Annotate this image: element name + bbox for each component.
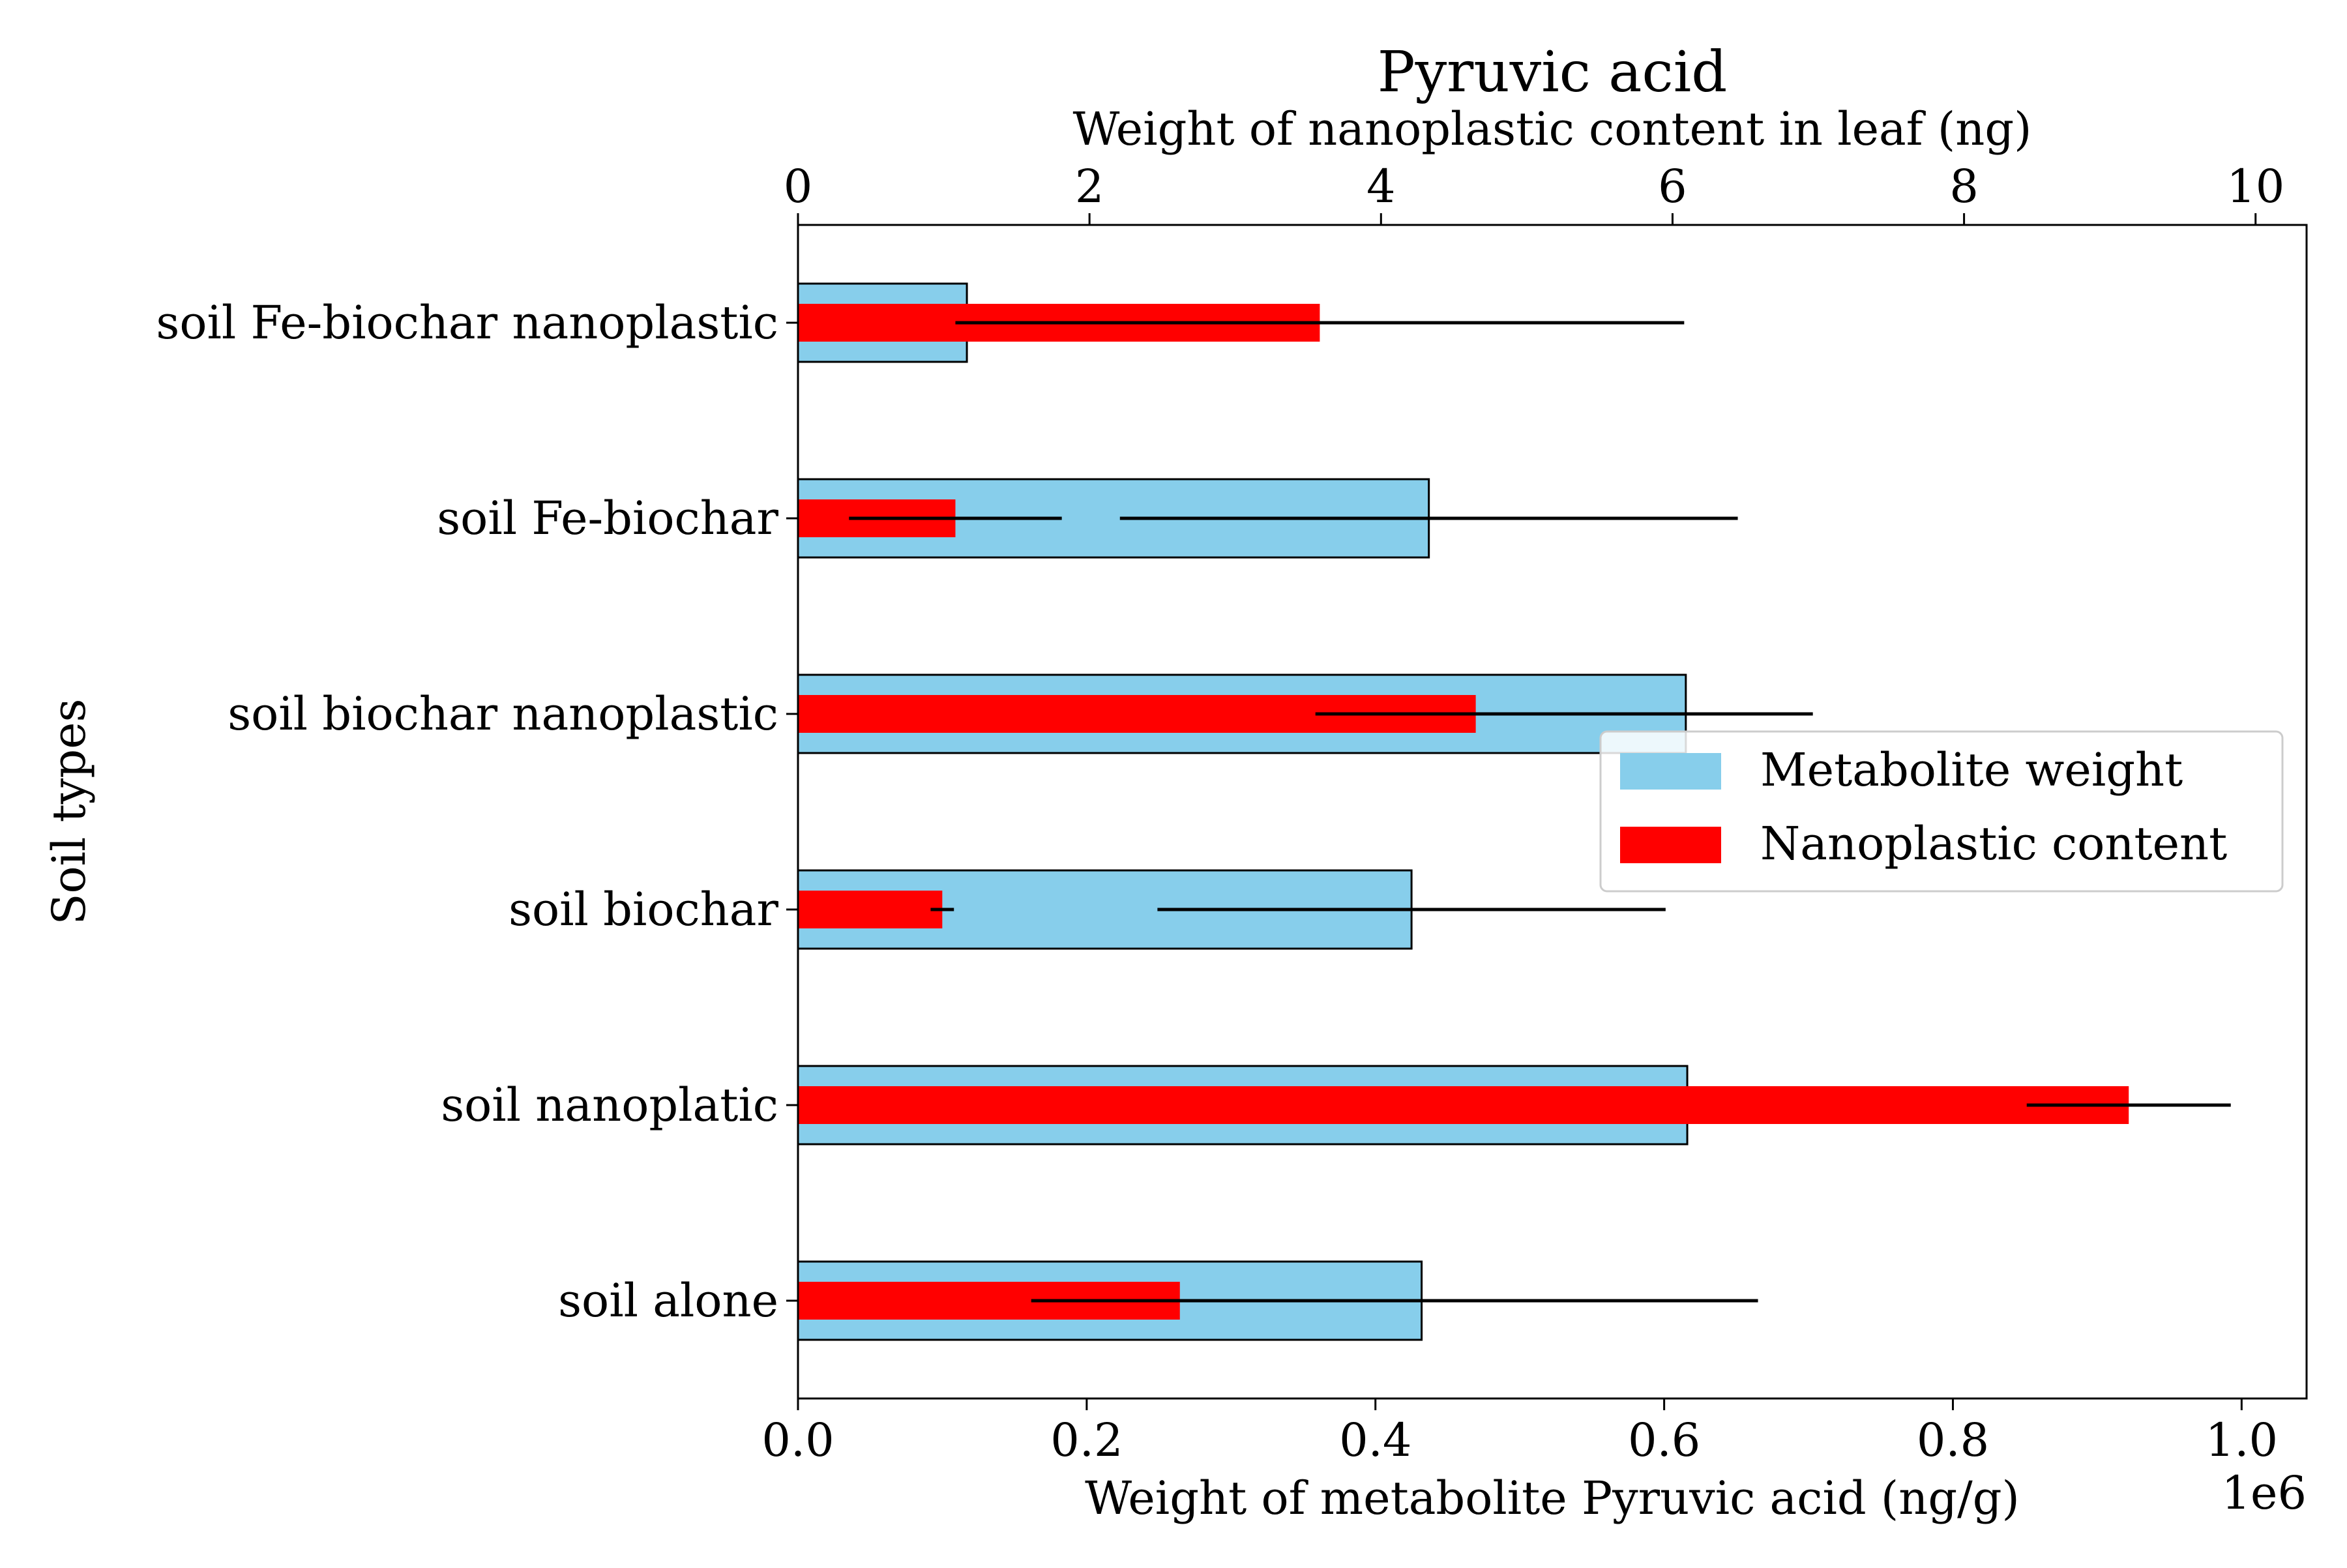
legend-swatch-metabolite xyxy=(1620,753,1721,790)
y-tick-label: soil biochar nanoplastic xyxy=(228,687,778,741)
x-bottom-tick-label: 1.0 xyxy=(2206,1413,2278,1467)
x-bottom-tick-label: 0.8 xyxy=(1917,1413,1989,1467)
x-top-tick-label: 0 xyxy=(784,160,813,213)
ticks-layer: soil alone soil nanoplatic soil biochar soi… xyxy=(156,160,2284,1467)
y-tick-label: soil Fe-biochar xyxy=(437,492,778,545)
plot-frame xyxy=(797,224,2308,1400)
x-top-tick-label: 4 xyxy=(1366,160,1396,213)
y-axis-label: Soil types xyxy=(42,699,96,925)
x-axis-bottom-label: Weight of metabolite Pyruvic acid (ng/g) xyxy=(1085,1472,2020,1525)
legend: Metabolite weight Nanoplastic content xyxy=(1599,730,2284,893)
x-top-tick-label: 8 xyxy=(1949,160,1979,213)
x-bottom-tick-label: 0.4 xyxy=(1339,1413,1411,1467)
y-tick-label: soil nanoplatic xyxy=(441,1078,778,1132)
legend-label-metabolite: Metabolite weight xyxy=(1760,743,2183,797)
legend-swatch-nanoplastic xyxy=(1620,827,1721,863)
legend-label-nanoplastic: Nanoplastic content xyxy=(1760,817,2227,870)
x-top-tick-label: 10 xyxy=(2226,160,2284,213)
x-axis-top-label: Weight of nanoplastic content in leaf (n… xyxy=(1073,102,2032,156)
x-bottom-tick-label: 0.0 xyxy=(761,1413,834,1467)
x-bottom-tick-label: 0.2 xyxy=(1050,1413,1123,1467)
y-tick-label: soil alone xyxy=(558,1274,778,1327)
x-top-tick-label: 2 xyxy=(1075,160,1104,213)
x-top-tick-label: 6 xyxy=(1658,160,1687,213)
y-tick-label: soil Fe-biochar nanoplastic xyxy=(156,296,778,349)
x-bottom-tick-label: 0.6 xyxy=(1628,1413,1700,1467)
legend-box xyxy=(1599,730,2284,893)
bar-nanoplastic xyxy=(798,891,943,928)
chart-title: Pyruvic acid xyxy=(1378,40,1728,105)
y-tick-label: soil biochar xyxy=(509,883,778,936)
bar-nanoplastic xyxy=(798,1086,2129,1124)
error-bars-layer xyxy=(849,321,2231,1303)
x-axis-offset-text: 1e6 xyxy=(2222,1466,2307,1520)
